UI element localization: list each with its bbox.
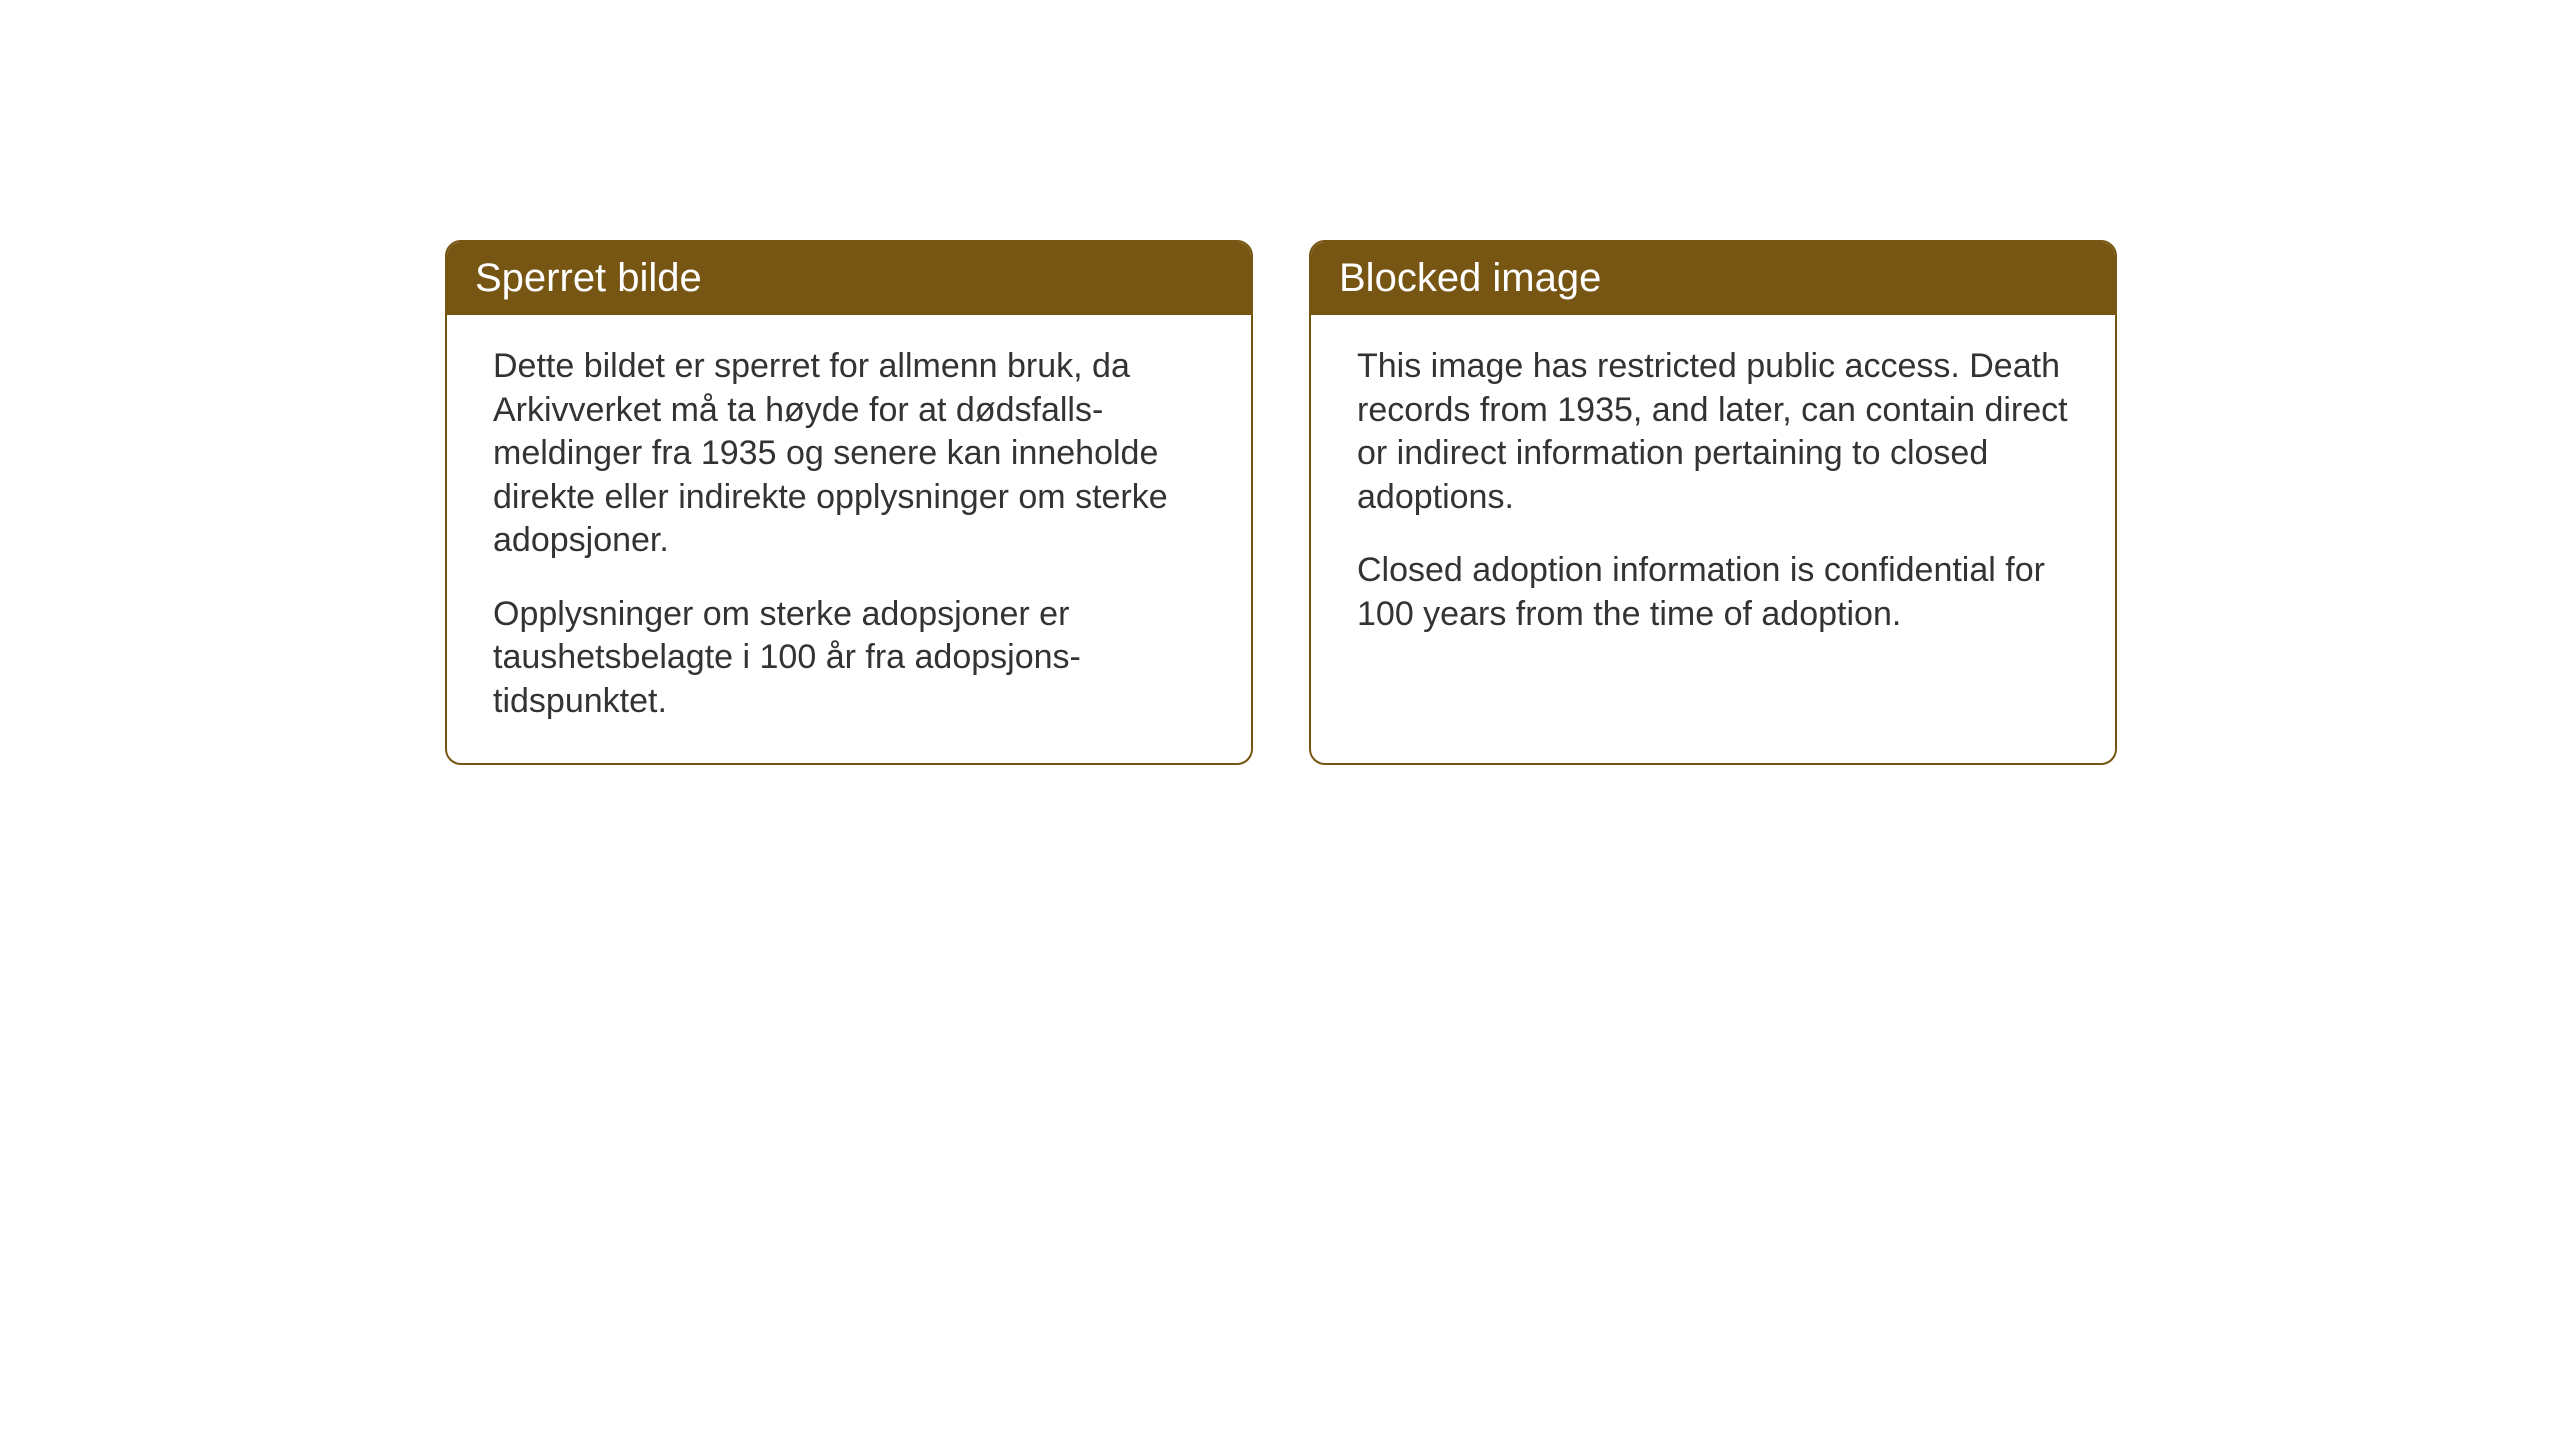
card-body-norwegian: Dette bildet er sperret for allmenn bruk… [447,315,1251,763]
notice-card-norwegian: Sperret bilde Dette bildet er sperret fo… [445,240,1253,765]
card-body-english: This image has restricted public access.… [1311,315,2115,676]
notice-container: Sperret bilde Dette bildet er sperret fo… [445,240,2117,765]
card-title-english: Blocked image [1339,256,1601,300]
card-paragraph-2-english: Closed adoption information is confident… [1357,549,2069,636]
card-title-norwegian: Sperret bilde [475,256,702,300]
card-paragraph-1-norwegian: Dette bildet er sperret for allmenn bruk… [493,345,1205,563]
card-paragraph-1-english: This image has restricted public access.… [1357,345,2069,519]
card-paragraph-2-norwegian: Opplysninger om sterke adopsjoner er tau… [493,593,1205,724]
card-header-norwegian: Sperret bilde [447,242,1251,315]
card-header-english: Blocked image [1311,242,2115,315]
notice-card-english: Blocked image This image has restricted … [1309,240,2117,765]
